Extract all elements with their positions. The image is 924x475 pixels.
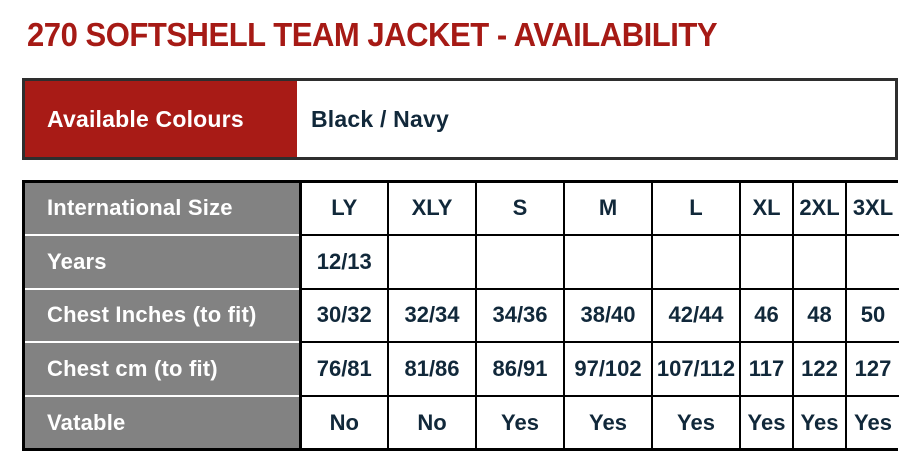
table-row: Years 12/13 — [25, 234, 899, 290]
cell-r0-c7 — [846, 234, 899, 290]
column-header-s: S — [476, 183, 565, 236]
available-colours-label: Available Colours — [25, 81, 297, 157]
cell-r2-c1: 81/86 — [388, 342, 477, 398]
available-colours-value: Black / Navy — [297, 81, 895, 157]
cell-r2-c4: 107/112 — [652, 342, 741, 398]
cell-r1-c3: 38/40 — [564, 288, 653, 344]
cell-r2-c5: 117 — [740, 342, 794, 398]
table-row: Vatable No No Yes Yes Yes Yes Yes Yes — [25, 396, 899, 448]
row-label-chest-cm-to-fit: Chest cm (to fit) — [25, 342, 302, 398]
column-header-ly: LY — [300, 183, 389, 236]
cell-r3-c1: No — [388, 396, 477, 448]
cell-r3-c4: Yes — [652, 396, 741, 448]
column-header-l: L — [652, 183, 741, 236]
table-row: Chest Inches (to fit) 30/32 32/34 34/36 38/4… — [25, 288, 899, 344]
cell-r1-c0: 30/32 — [300, 288, 389, 344]
cell-r2-c7: 127 — [846, 342, 899, 398]
size-availability-table: International Size LY XLY S M L XL 2XL 3XL Years 1… — [22, 180, 899, 451]
cell-r3-c5: Yes — [740, 396, 794, 448]
size-table-body: International Size LY XLY S M L XL 2XL 3XL Years 1… — [25, 183, 899, 448]
cell-r0-c4 — [652, 234, 741, 290]
cell-r1-c7: 50 — [846, 288, 899, 344]
cell-r0-c1 — [388, 234, 477, 290]
cell-r1-c4: 42/44 — [652, 288, 741, 344]
cell-r2-c6: 122 — [793, 342, 847, 398]
cell-r1-c1: 32/34 — [388, 288, 477, 344]
cell-r3-c6: Yes — [793, 396, 847, 448]
cell-r2-c2: 86/91 — [476, 342, 565, 398]
cell-r0-c2 — [476, 234, 565, 290]
column-header-2xl: 2XL — [793, 183, 847, 236]
column-header-xly: XLY — [388, 183, 477, 236]
row-header-international-size: International Size — [25, 183, 302, 236]
cell-r2-c3: 97/102 — [564, 342, 653, 398]
available-colours-block: Available Colours Black / Navy — [22, 78, 898, 160]
column-header-3xl: 3XL — [846, 183, 899, 236]
row-label-chest-inches-to-fit: Chest Inches (to fit) — [25, 288, 302, 344]
cell-r3-c0: No — [300, 396, 389, 448]
size-table: International Size LY XLY S M L XL 2XL 3XL Years 1… — [25, 183, 899, 448]
cell-r0-c5 — [740, 234, 794, 290]
column-header-m: M — [564, 183, 653, 236]
cell-r3-c7: Yes — [846, 396, 899, 448]
table-row: Chest cm (to fit) 76/81 81/86 86/91 97/102 10… — [25, 342, 899, 398]
cell-r1-c2: 34/36 — [476, 288, 565, 344]
cell-r0-c0: 12/13 — [300, 234, 389, 290]
cell-r0-c6 — [793, 234, 847, 290]
cell-r0-c3 — [564, 234, 653, 290]
cell-r2-c0: 76/81 — [300, 342, 389, 398]
cell-r3-c2: Yes — [476, 396, 565, 448]
page-title: 270 SOFTSHELL TEAM JACKET - AVAILABILITY — [27, 16, 718, 53]
cell-r3-c3: Yes — [564, 396, 653, 448]
cell-r1-c5: 46 — [740, 288, 794, 344]
table-header-row: International Size LY XLY S M L XL 2XL 3XL — [25, 183, 899, 236]
cell-r1-c6: 48 — [793, 288, 847, 344]
column-header-xl: XL — [740, 183, 794, 236]
row-label-years: Years — [25, 234, 302, 290]
row-label-vatable: Vatable — [25, 396, 302, 448]
